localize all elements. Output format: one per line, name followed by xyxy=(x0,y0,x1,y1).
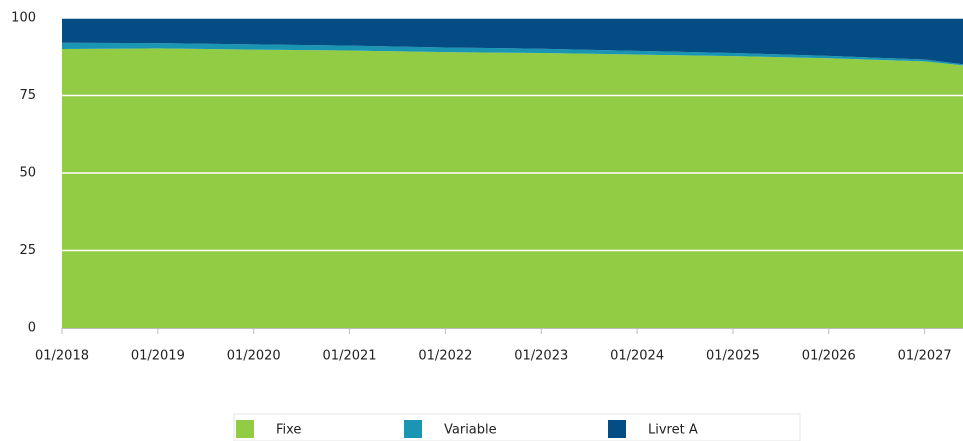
legend-label: Variable xyxy=(444,423,497,438)
x-tick-label: 01/2022 xyxy=(418,349,472,364)
x-tick-label: 01/2026 xyxy=(802,349,856,364)
legend-label: Fixe xyxy=(276,423,301,438)
legend-swatch xyxy=(404,420,422,438)
legend-swatch xyxy=(608,420,626,438)
legend-label: Livret A xyxy=(648,423,698,438)
x-tick-label: 01/2020 xyxy=(227,349,281,364)
x-tick-label: 01/2023 xyxy=(514,349,568,364)
x-tick-label: 01/2024 xyxy=(610,349,664,364)
y-tick-label: 0 xyxy=(28,321,36,336)
area xyxy=(62,42,963,66)
area xyxy=(62,18,963,65)
x-tick-label: 01/2021 xyxy=(323,349,377,364)
legend-box xyxy=(233,413,801,441)
x-tick-label: 01/2019 xyxy=(131,349,185,364)
y-tick-label: 50 xyxy=(19,166,36,181)
legend-swatch xyxy=(236,420,254,438)
x-tick-label: 01/2018 xyxy=(35,349,89,364)
y-tick-label: 100 xyxy=(11,11,36,26)
y-tick-label: 25 xyxy=(19,243,36,258)
y-tick-label: 75 xyxy=(19,88,36,103)
x-tick-label: 01/2025 xyxy=(706,349,760,364)
area xyxy=(62,48,963,328)
x-tick-label: 01/2027 xyxy=(898,349,952,364)
